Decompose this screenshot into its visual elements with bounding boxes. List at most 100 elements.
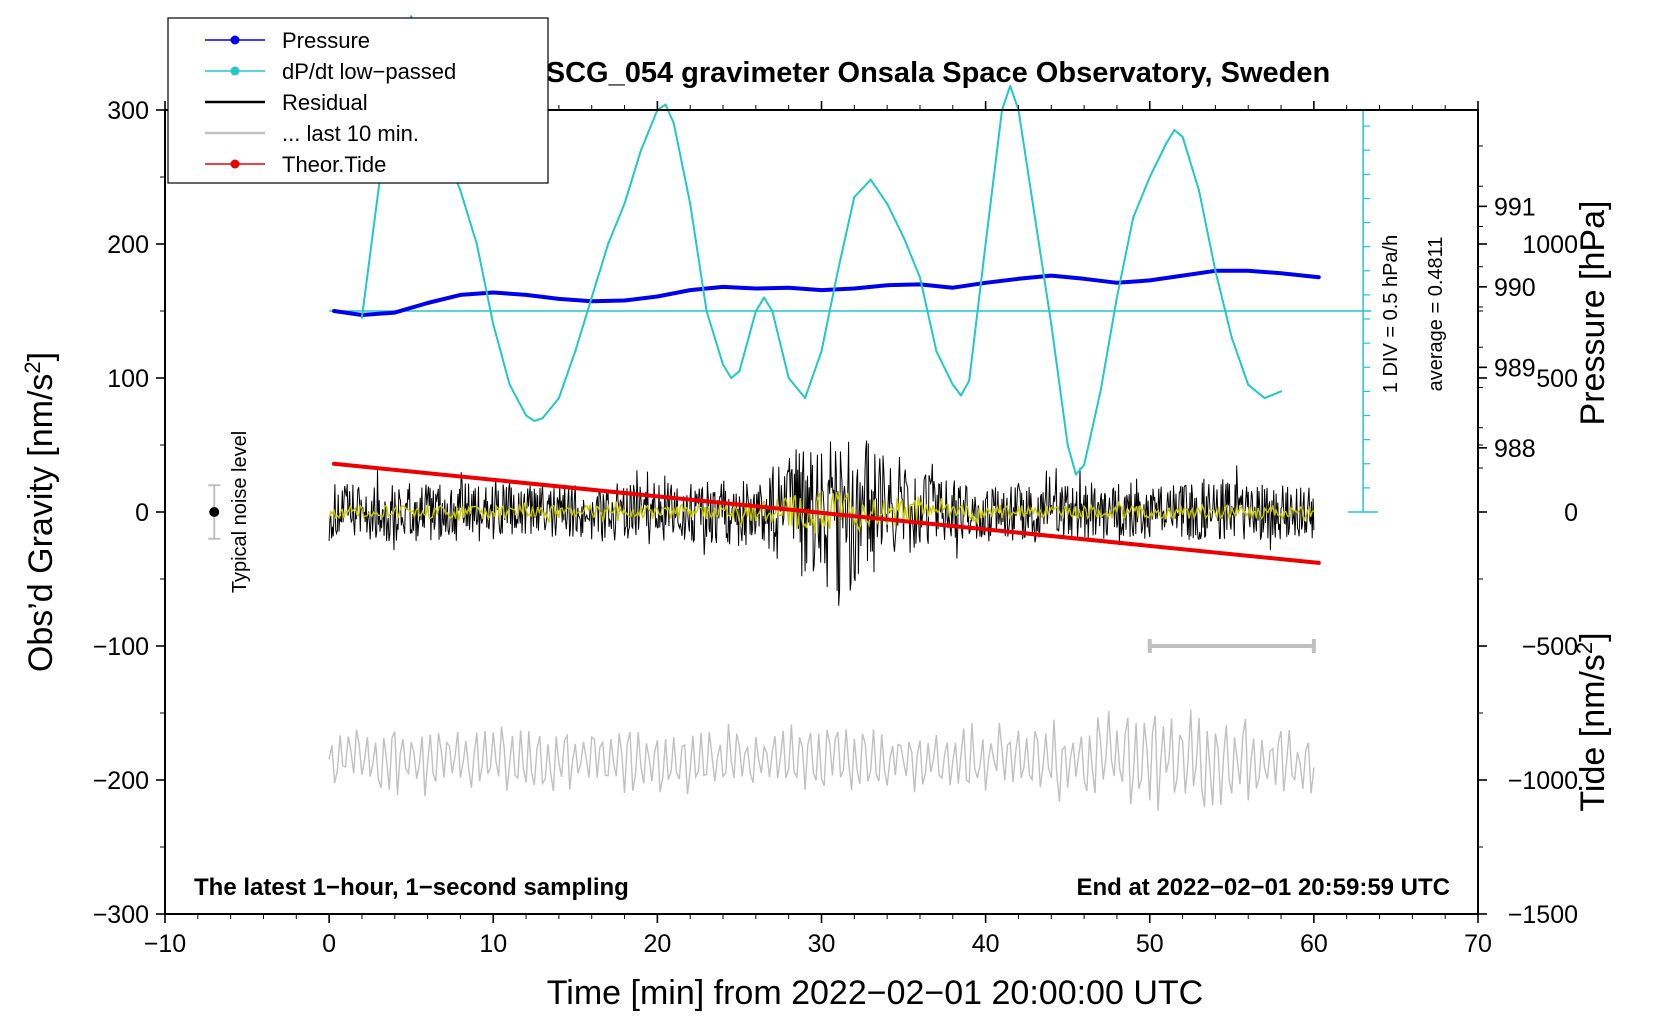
series-point-1 bbox=[590, 296, 593, 299]
series-point-1 bbox=[902, 236, 905, 239]
series-point-1 bbox=[1247, 383, 1250, 386]
x-axis-title: Time [min] from 2022−02−01 20:00:00 UTC bbox=[547, 974, 1203, 1012]
series-point-1 bbox=[525, 414, 528, 417]
series-point-1 bbox=[1181, 135, 1184, 138]
series-point-0 bbox=[333, 310, 336, 312]
gravity-unit-superscript: 2 bbox=[20, 361, 45, 373]
series-point-1 bbox=[475, 243, 478, 245]
y-tick-label: −100 bbox=[93, 633, 149, 661]
corner-right-label: End at 2022−02−01 20:59:59 UTC bbox=[1076, 874, 1450, 901]
y-axis-title-pressure: Pressure [hPa] bbox=[1574, 201, 1612, 426]
series-point-0 bbox=[459, 293, 462, 296]
x-tick-label: 70 bbox=[1464, 930, 1492, 958]
series-point-1 bbox=[1074, 473, 1077, 476]
series-point-1 bbox=[574, 350, 577, 353]
y-tick-label: 300 bbox=[107, 97, 149, 125]
x-tick-label: 50 bbox=[1136, 930, 1164, 958]
dpdt-scale-div-label: 1 DIV = 0.5 hPa/h bbox=[1380, 235, 1402, 393]
series-point-1 bbox=[1033, 216, 1036, 219]
legend-label: ... last 10 min. bbox=[282, 121, 419, 146]
series-point-1 bbox=[705, 310, 708, 312]
series-point-0 bbox=[1148, 279, 1151, 282]
series-point-0 bbox=[525, 293, 528, 296]
series-point-1 bbox=[886, 202, 889, 205]
series-line-0 bbox=[332, 268, 1321, 317]
series-point-0 bbox=[754, 287, 757, 290]
series-point-0 bbox=[951, 286, 954, 289]
tide-unit-superscript: 2 bbox=[1572, 642, 1597, 654]
series-point-1 bbox=[410, 15, 413, 18]
series-point-1 bbox=[918, 276, 921, 279]
series-point-0 bbox=[393, 311, 396, 314]
series-layer bbox=[208, 15, 1379, 812]
series-point-1 bbox=[533, 419, 536, 422]
series-point-1 bbox=[771, 310, 774, 312]
x-tick-label: 60 bbox=[1300, 930, 1328, 958]
noise-series-1 bbox=[328, 492, 1315, 534]
series-line-2 bbox=[332, 461, 1321, 565]
series-point-0 bbox=[886, 284, 889, 287]
legend-swatch-marker bbox=[230, 159, 240, 169]
series-point-1 bbox=[730, 377, 733, 379]
y-tick-label: 0 bbox=[135, 499, 149, 527]
series-point-1 bbox=[1148, 176, 1151, 178]
series-point-0 bbox=[1017, 277, 1020, 280]
series-point-1 bbox=[1083, 464, 1086, 467]
series-point-0 bbox=[984, 281, 987, 284]
series-point-1 bbox=[968, 379, 971, 382]
series-point-1 bbox=[689, 202, 692, 205]
y-axis-title-tide: Tide [nm/s2] bbox=[1572, 632, 1612, 811]
series-point-1 bbox=[492, 323, 495, 326]
series-point-1 bbox=[1066, 444, 1069, 446]
dpdt-scale-avg-label: average = 0.4811 bbox=[1425, 237, 1447, 392]
gravity-unit-label: Obs’d Gravity [nm/s bbox=[22, 374, 60, 673]
series-point-1 bbox=[1115, 296, 1118, 299]
series-point-0 bbox=[722, 285, 725, 288]
series-point-1 bbox=[722, 363, 725, 366]
x-tick-label: −10 bbox=[144, 930, 186, 958]
x-tick-label: 20 bbox=[643, 930, 671, 958]
gravity-unit-close: ] bbox=[22, 352, 60, 361]
series-point-1 bbox=[1009, 84, 1012, 87]
tide-unit-close: ] bbox=[1574, 632, 1612, 641]
tide-tick-label: −500 bbox=[1522, 633, 1578, 661]
legend-swatch-marker bbox=[230, 35, 240, 45]
y-tick-label: −200 bbox=[93, 767, 149, 795]
series-point-0 bbox=[1083, 277, 1086, 280]
pressure-tick-label: 990 bbox=[1494, 274, 1536, 302]
tide-tick-label: 1000 bbox=[1522, 231, 1578, 259]
series-point-0 bbox=[853, 287, 856, 290]
series-point-1 bbox=[541, 417, 544, 420]
series-point-2 bbox=[1317, 561, 1320, 564]
series-point-1 bbox=[459, 189, 462, 192]
series-point-0 bbox=[426, 301, 429, 304]
series-point-1 bbox=[639, 149, 642, 152]
series-point-1 bbox=[664, 103, 667, 106]
series-point-1 bbox=[1132, 216, 1135, 219]
series-point-1 bbox=[623, 202, 626, 205]
pressure-tick-label: 991 bbox=[1494, 193, 1536, 221]
series-point-0 bbox=[492, 291, 495, 294]
series-point-0 bbox=[1280, 272, 1283, 275]
series-point-1 bbox=[1050, 323, 1053, 326]
series-point-1 bbox=[1214, 269, 1217, 272]
legend-swatch-marker bbox=[230, 66, 240, 76]
series-point-0 bbox=[1181, 274, 1184, 277]
series-point-1 bbox=[1230, 336, 1233, 339]
series-point-1 bbox=[377, 189, 380, 192]
series-point-1 bbox=[738, 370, 741, 373]
y-axis-title-gravity: Obs’d Gravity [nm/s2] bbox=[20, 352, 60, 672]
series-point-1 bbox=[853, 196, 856, 199]
series-point-1 bbox=[360, 316, 363, 319]
tide-tick-label: 500 bbox=[1536, 365, 1578, 393]
series-point-1 bbox=[672, 122, 675, 125]
series-point-1 bbox=[1263, 397, 1266, 400]
series-point-1 bbox=[836, 269, 839, 272]
series-point-1 bbox=[820, 350, 823, 353]
series-point-1 bbox=[1197, 189, 1200, 192]
series-point-0 bbox=[623, 299, 626, 302]
noise-series-0 bbox=[328, 440, 1315, 606]
series-point-0 bbox=[689, 289, 692, 292]
